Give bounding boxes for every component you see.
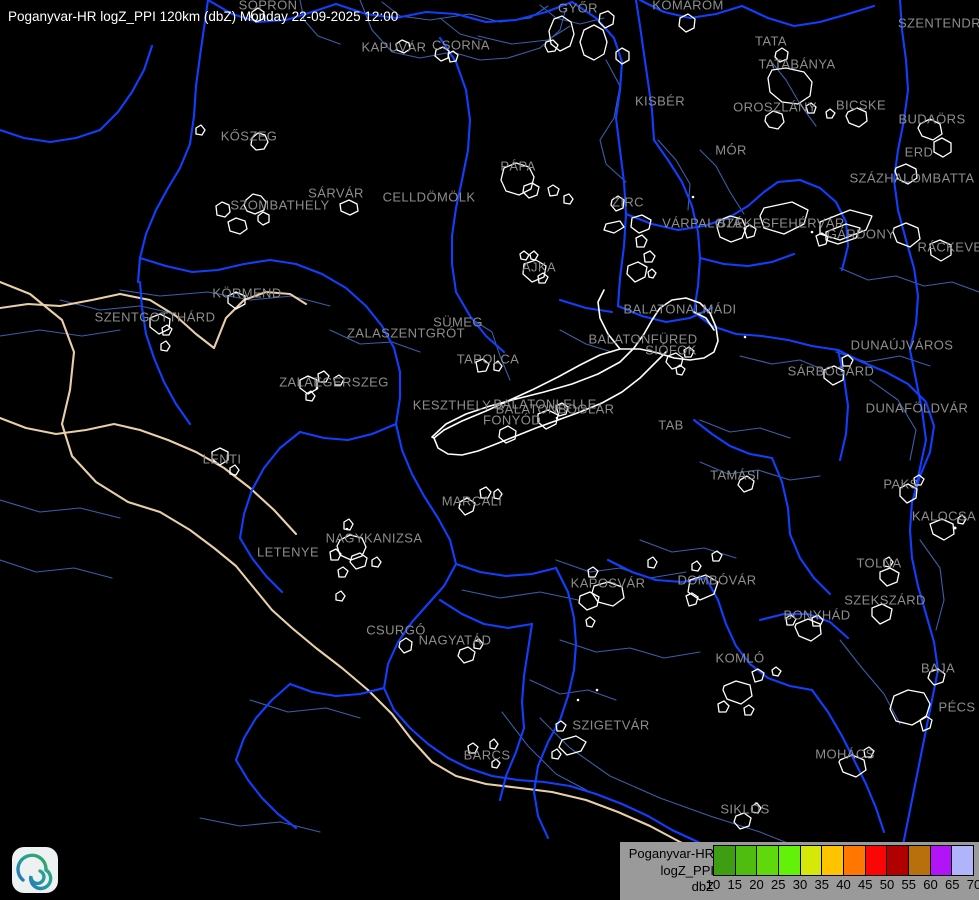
lake-balaton-outline: [431, 289, 719, 456]
page-title: Poganyvar-HR logZ_PPI 120km (dbZ) Monday…: [8, 9, 399, 24]
colorbar-swatch-25-30: [779, 846, 801, 875]
colorbar-swatch-15-20: [735, 846, 758, 875]
colorbar-swatch-10-15: [714, 846, 736, 875]
colorbar-tick-labels: 10 15 20 25 30 35 40 45 50 55 60 65 70: [706, 876, 979, 898]
colorbar-swatch-40-45: [844, 846, 866, 875]
colorbar-tick-20: 20: [749, 877, 764, 892]
colorbar-tick-45: 45: [858, 877, 873, 892]
major-river-layer: [0, 0, 940, 856]
colorbar-swatch-65-70: [952, 846, 974, 875]
isolated-echo-marks: [315, 195, 957, 702]
colorbar-tick-10: 10: [705, 877, 721, 892]
legend-product-name: logZ_PPI: [660, 862, 714, 878]
colorbar-swatch-20-25: [757, 846, 780, 875]
colorbar-swatch-30-35: [800, 846, 823, 875]
legend-unit-label: dbZ: [691, 879, 714, 894]
colorbar-tick-40: 40: [836, 877, 851, 892]
colorbar-swatch-60-65: [930, 846, 953, 875]
colorbar-swatch-35-40: [822, 846, 845, 875]
national-border-layer: [0, 280, 746, 868]
colorbar-swatches[interactable]: [713, 845, 974, 876]
colorbar-swatch-50-55: [887, 846, 910, 875]
colorbar-swatch-45-50: [865, 846, 888, 875]
colorbar-swatch-55-60: [909, 846, 931, 875]
colorbar-tick-30: 30: [792, 877, 808, 892]
colorbar-tick-60: 60: [923, 877, 938, 892]
city-outline-layer: [149, 7, 967, 830]
colorbar-legend: Poganyvar-HR logZ_PPI dbZ 10 15 20 25 30 35 40…: [620, 842, 979, 900]
colorbar-tick-65: 65: [945, 877, 960, 892]
colorbar-tick-25: 25: [771, 877, 786, 892]
colorbar-tick-70: 70: [966, 877, 979, 892]
colorbar-tick-15: 15: [727, 877, 742, 892]
legend-radar-name: Poganyvar-HR: [628, 846, 714, 861]
colorbar-tick-55: 55: [901, 877, 916, 892]
legend-title-block: Poganyvar-HR logZ_PPI dbZ: [622, 846, 714, 896]
colorbar-tick-35: 35: [814, 877, 829, 892]
colorbar-tick-50: 50: [879, 877, 895, 892]
weather-service-swirl-logo[interactable]: [10, 845, 60, 895]
